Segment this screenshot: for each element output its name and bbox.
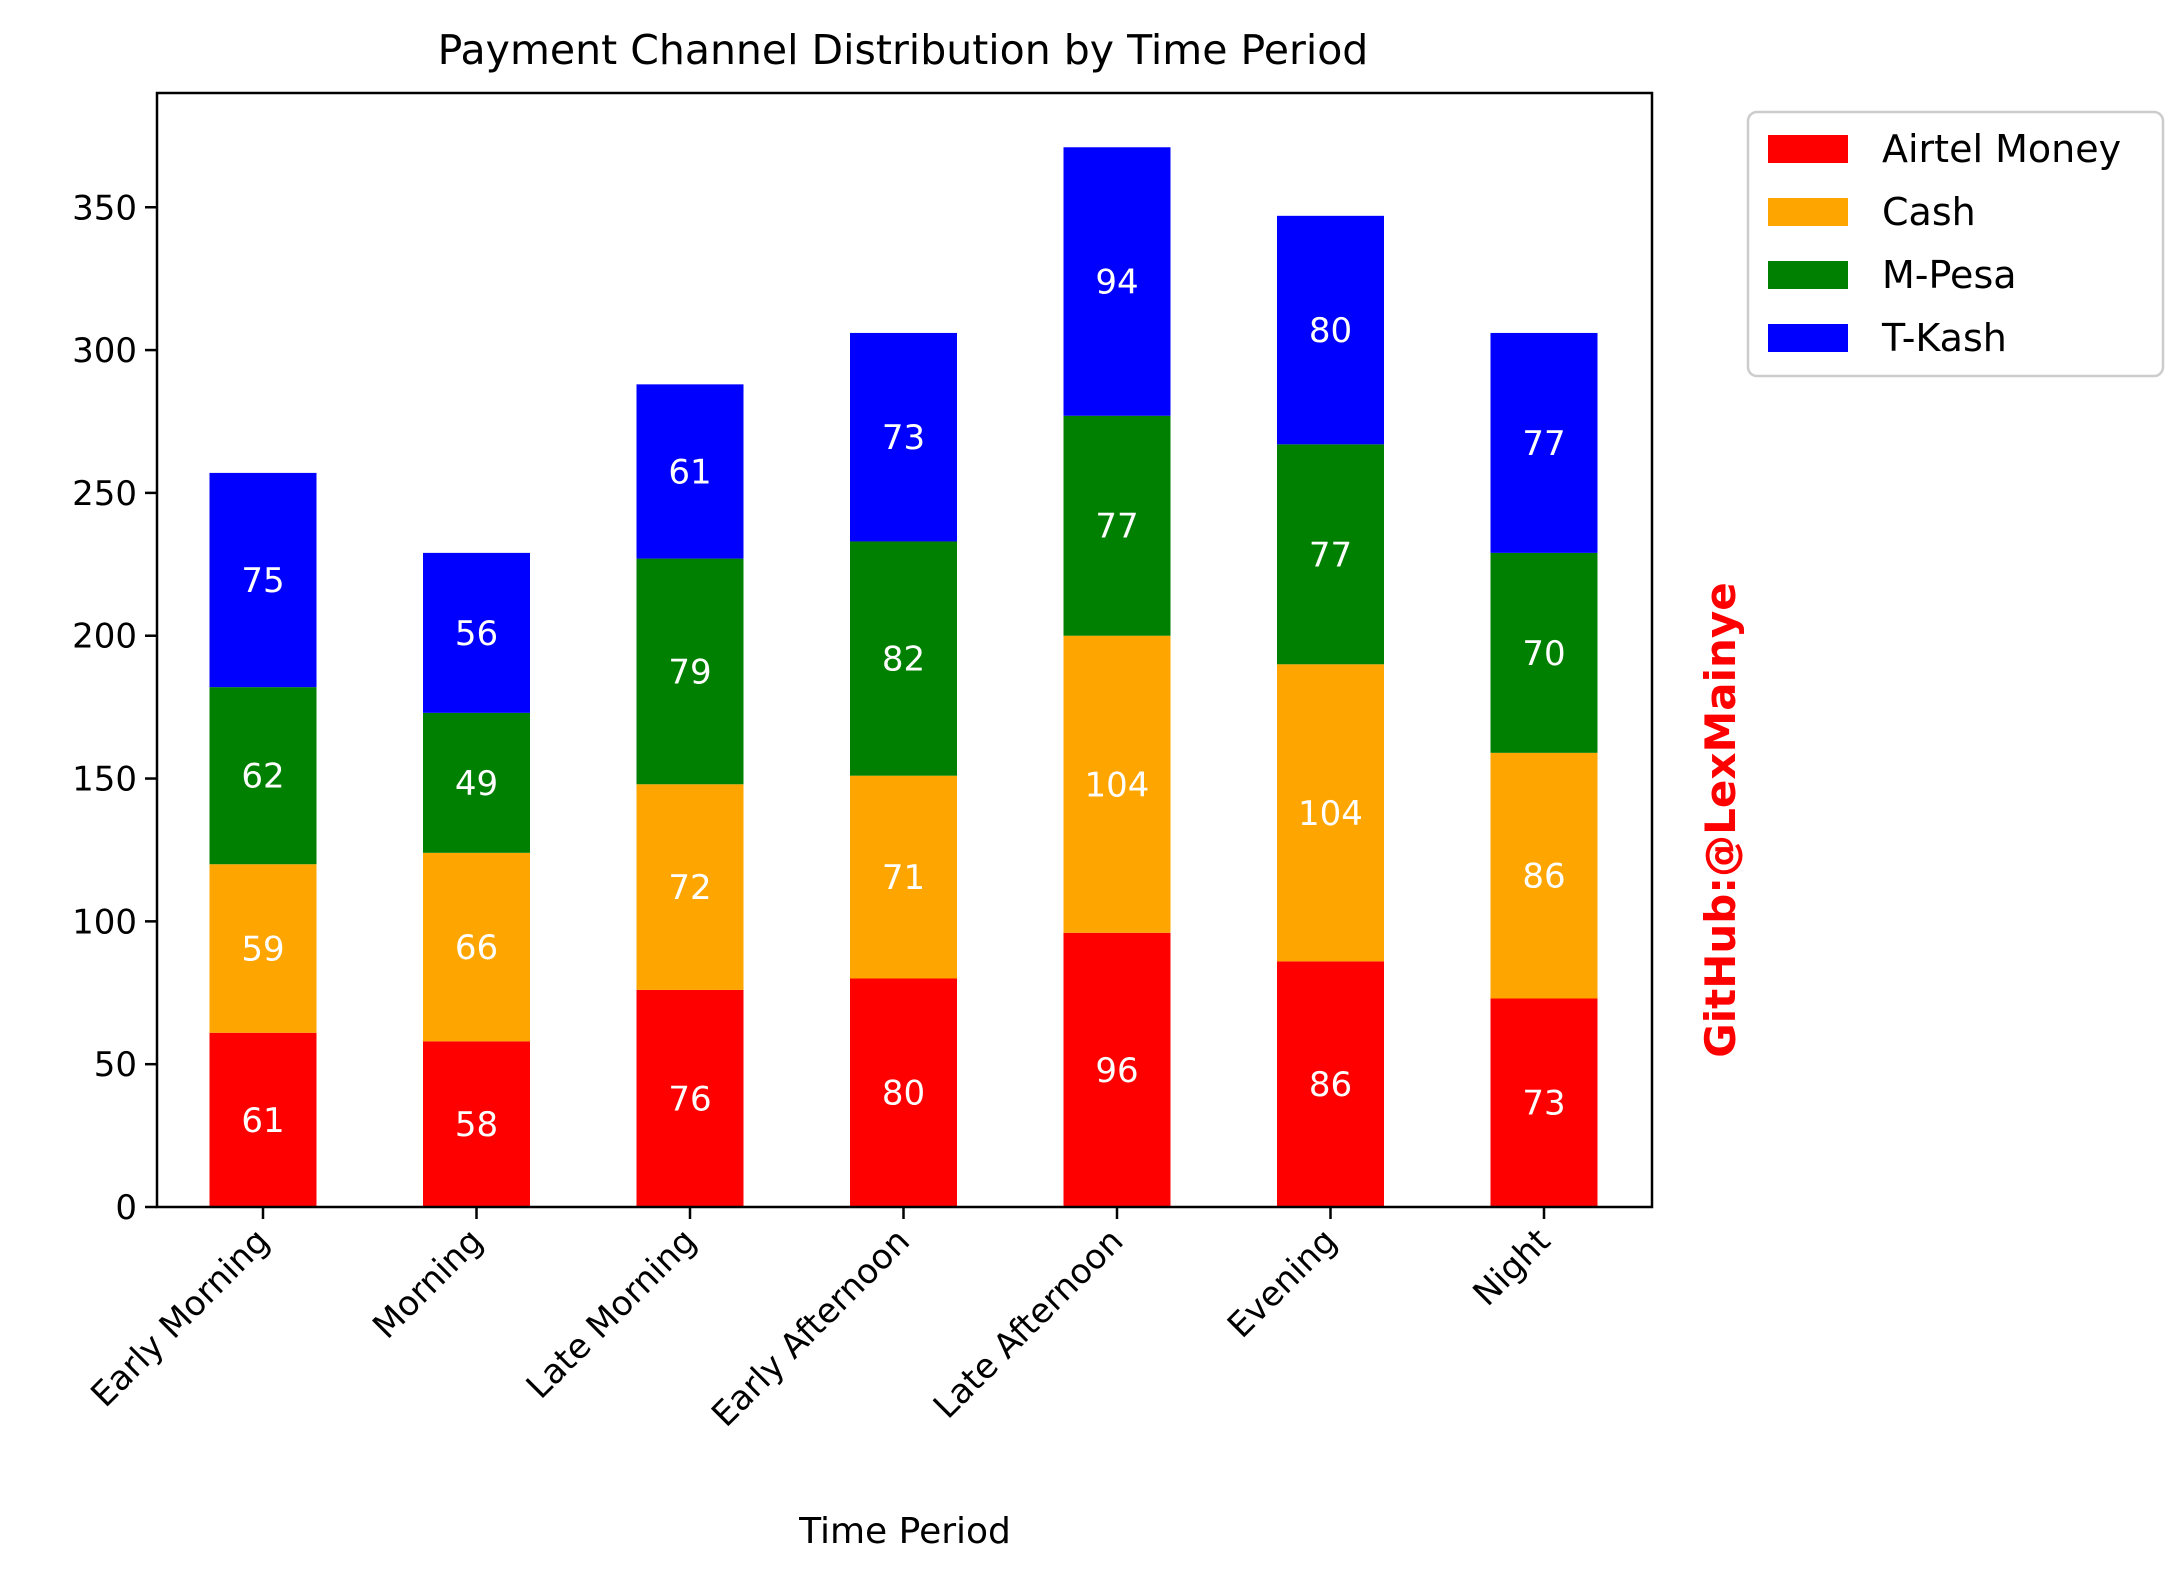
bar-value-label: 72 [668,868,711,908]
bar-value-label: 79 [668,652,711,692]
bar-value-label: 86 [1522,857,1565,897]
bar-segment [1490,552,1598,753]
bar-value-label: 94 [1095,263,1138,303]
x-tick-label: Early Morning [83,1221,277,1415]
bar-value-label: 80 [882,1074,925,1114]
bar-value-label: 73 [1522,1084,1565,1124]
bar-segment [209,687,317,865]
bar-segment [1490,998,1598,1207]
legend: Airtel Money Cash M-Pesa T-Kash [1746,110,2165,378]
bar-value-label: 56 [455,614,498,654]
bar-segment [1490,752,1598,999]
bar-value-label: 77 [1522,424,1565,464]
bar-segment [636,784,744,990]
legend-label: Airtel Money [1882,127,2121,171]
bar-segment [636,989,744,1207]
bar-value-label: 76 [668,1079,711,1119]
legend-swatch [1768,135,1848,163]
bar-value-label: 104 [1298,794,1363,834]
bar-segment [423,552,530,713]
bar-value-label: 86 [1309,1065,1352,1105]
bar-segment [209,1032,317,1207]
bar-segment [209,864,317,1033]
watermark-text: GitHub:@LexMainye [1696,582,1745,1058]
bar-segment [1063,635,1171,933]
x-tick-label: Evening [1220,1221,1345,1346]
bar-value-label: 61 [241,1101,284,1141]
x-tick-label: Morning [365,1221,491,1347]
legend-swatch [1768,261,1848,289]
legend-label: M-Pesa [1882,253,2017,297]
bar-segment [850,775,957,979]
bar-value-label: 58 [455,1105,498,1145]
bar-segment [423,1041,530,1207]
y-tick-label: 150 [72,760,137,800]
x-tick-label: Early Afternoon [704,1221,918,1435]
bar-value-label: 82 [882,640,925,680]
bar-segment [1277,664,1384,962]
legend-label: T-Kash [1881,316,2007,360]
bar-segment [1063,415,1171,636]
bar-segment [850,978,957,1207]
bars-layer [209,147,1598,1207]
legend-label: Cash [1882,190,1976,234]
bar-segment [850,541,957,776]
legend-swatch [1768,324,1848,352]
chart-title: Payment Channel Distribution by Time Per… [438,26,1369,74]
x-axis: Early Morning Morning Late Morning Early Af… [83,1207,1558,1435]
legend-frame [1746,110,2165,378]
bar-segment [636,384,744,559]
legend-swatch [1768,198,1848,226]
bar-value-label: 77 [1095,507,1138,547]
bar-value-label: 71 [882,858,925,898]
bar-segment [1277,215,1384,445]
bar-value-label: 73 [882,418,925,458]
bar-value-label: 80 [1309,311,1352,351]
bar-segment [1277,961,1384,1207]
y-tick-label: 50 [94,1045,137,1085]
bar-value-label: 62 [241,757,284,797]
y-tick-label: 250 [72,474,137,514]
bar-segment [636,558,744,785]
bar-value-label: 59 [241,929,284,969]
bar-labels-layer: 61 59 62 75 58 66 49 56 76 72 79 61 80 71 82 73 96 104 77 9… [241,263,1565,1146]
bar-value-label: 96 [1095,1051,1138,1091]
bar-value-label: 77 [1309,535,1352,575]
bar-segment [209,472,317,688]
bar-segment [423,852,530,1042]
bar-value-label: 75 [241,561,284,601]
y-tick-label: 100 [72,902,137,942]
bar-segment [1063,147,1171,416]
x-axis-label: Time Period [798,1511,1011,1552]
bar-segment [1490,332,1598,553]
bar-segment [1063,932,1171,1207]
bar-value-label: 61 [668,452,711,492]
x-tick-label: Late Afternoon [926,1221,1131,1426]
x-tick-label: Late Morning [519,1221,705,1407]
y-tick-label: 350 [72,188,137,228]
y-axis: 0 50 100 150 200 250 300 350 [72,188,157,1228]
bar-value-label: 70 [1522,634,1565,674]
bar-segment [423,712,530,853]
y-tick-label: 200 [72,617,137,657]
bar-value-label: 104 [1085,765,1150,805]
x-tick-label: Night [1465,1221,1558,1314]
y-tick-label: 300 [72,331,137,371]
bar-segment [1277,444,1384,665]
bar-value-label: 49 [455,764,498,804]
bar-value-label: 66 [455,928,498,968]
y-tick-label: 0 [115,1188,137,1228]
bar-segment [850,332,957,542]
